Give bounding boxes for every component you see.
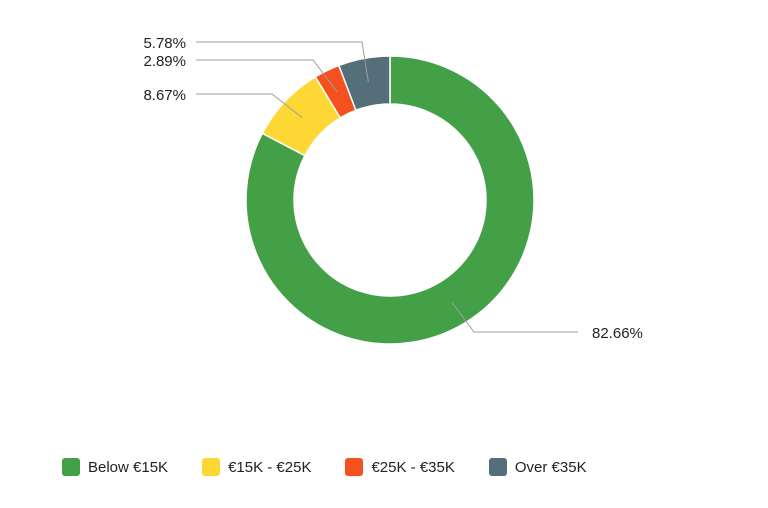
donut-chart: 82.66% 8.67% 2.89%5.78% xyxy=(143,35,643,345)
data-label-15k-25k: 8.67% xyxy=(143,87,186,104)
legend-label-25k-35k: €25K - €35K xyxy=(371,458,455,476)
legend-item-25k-35k[interactable]: €25K - €35K xyxy=(345,458,455,476)
leader-line-25k-35k xyxy=(196,59,338,93)
slice-over-35k[interactable] xyxy=(337,55,391,112)
legend-label-over-35k: Over €35K xyxy=(514,458,587,476)
legend-swatch-below-15k xyxy=(62,458,80,476)
legend-swatch-25k-35k xyxy=(345,458,364,476)
leader-line-below-15k xyxy=(451,302,578,333)
legend-label-below-15k: Below €15K xyxy=(88,458,169,476)
legend-item-below-15k[interactable]: Below €15K xyxy=(62,458,168,476)
legend-swatch-15k-25k xyxy=(202,458,221,476)
leader-line-over-35k xyxy=(196,41,369,83)
data-label-below-15k: 82.66% xyxy=(592,325,643,342)
leader-line-15k-25k xyxy=(196,93,303,119)
legend-label-15k-25k: €15K - €25K xyxy=(228,458,312,476)
legend: Below €15K €15K - €25K €25K - €35K Over … xyxy=(62,458,621,476)
legend-item-15k-25k[interactable]: €15K - €25K xyxy=(202,458,311,476)
data-label-25k-35k: 2.89% xyxy=(143,53,186,70)
legend-swatch-over-35k xyxy=(488,458,507,476)
slice-below-15k[interactable] xyxy=(245,55,535,345)
data-label-over-35k: 5.78% xyxy=(143,35,186,52)
legend-item-over-35k[interactable]: Over €35K xyxy=(488,458,587,476)
